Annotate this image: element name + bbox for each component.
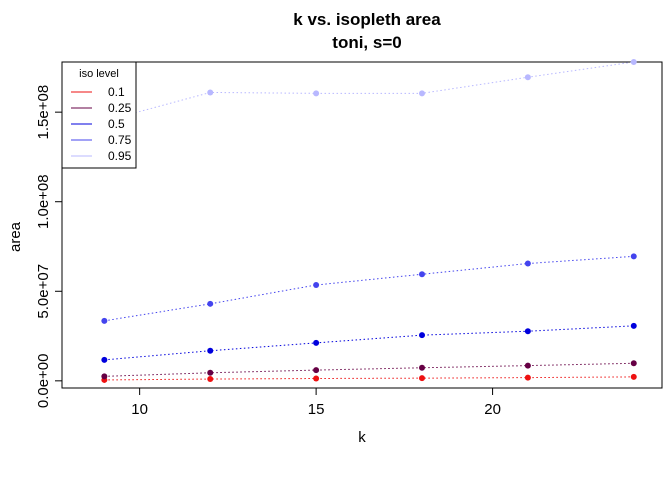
data-point bbox=[419, 271, 425, 278]
chart-title: k vs. isopleth area bbox=[293, 10, 441, 29]
y-tick-label: 1.5e+08 bbox=[35, 85, 52, 140]
data-point bbox=[419, 90, 425, 97]
series-0.75 bbox=[101, 253, 637, 324]
legend: iso level 0.1 0.25 0.5 0.75 0.95 bbox=[61, 61, 137, 169]
data-point bbox=[419, 364, 425, 371]
data-point bbox=[524, 74, 531, 81]
series-0.25 bbox=[101, 360, 637, 380]
data-point bbox=[630, 360, 637, 367]
data-point bbox=[630, 322, 637, 329]
legend-entry-label: 0.1 bbox=[108, 85, 125, 99]
series-0.5 bbox=[101, 322, 637, 363]
data-point bbox=[207, 376, 214, 383]
series-group bbox=[101, 59, 637, 383]
data-point bbox=[419, 332, 425, 339]
x-axis-label: k bbox=[358, 429, 366, 446]
legend-items: 0.1 0.25 0.5 0.75 0.95 bbox=[71, 85, 132, 163]
x-tick-label: 20 bbox=[484, 401, 501, 418]
y-axis-label: area bbox=[7, 221, 24, 252]
series-line bbox=[104, 61, 634, 122]
y-tick-label: 5.0e+07 bbox=[35, 264, 52, 319]
series-line bbox=[104, 376, 634, 381]
data-point bbox=[313, 339, 320, 346]
legend-entry-label: 0.5 bbox=[108, 117, 125, 131]
y-tick-label: 0.0e+00 bbox=[35, 354, 52, 409]
y-axis: 0.0e+00 5.0e+07 1.0e+08 1.5e+08 bbox=[35, 85, 62, 408]
series-0.95 bbox=[101, 59, 637, 125]
series-line bbox=[104, 255, 634, 322]
data-point bbox=[313, 90, 320, 97]
legend-title: iso level bbox=[79, 68, 119, 80]
data-point bbox=[101, 356, 108, 363]
data-point bbox=[207, 347, 214, 354]
legend-entry-label: 0.75 bbox=[108, 133, 132, 147]
data-point bbox=[101, 373, 108, 380]
x-axis: 10 15 20 bbox=[131, 388, 501, 418]
series-line bbox=[104, 362, 634, 377]
x-tick-label: 15 bbox=[308, 401, 325, 418]
data-point bbox=[419, 375, 425, 382]
data-point bbox=[524, 260, 531, 267]
legend-entry-label: 0.95 bbox=[108, 149, 132, 163]
data-point bbox=[524, 328, 531, 335]
data-point bbox=[630, 253, 637, 260]
data-point bbox=[630, 59, 637, 65]
y-tick-label: 1.0e+08 bbox=[35, 174, 52, 229]
data-point bbox=[207, 369, 214, 376]
series-0.1 bbox=[101, 373, 637, 383]
data-point bbox=[524, 374, 531, 381]
chart-subtitle: toni, s=0 bbox=[332, 33, 401, 52]
legend-box bbox=[61, 61, 137, 169]
data-point bbox=[630, 373, 637, 380]
data-point bbox=[101, 317, 108, 324]
data-point bbox=[313, 282, 320, 289]
plot-box bbox=[61, 61, 663, 389]
x-tick-label: 10 bbox=[131, 401, 148, 418]
data-point bbox=[207, 89, 214, 96]
data-point bbox=[313, 375, 320, 382]
data-point bbox=[207, 300, 214, 307]
data-point bbox=[524, 362, 531, 369]
data-point bbox=[313, 367, 320, 374]
legend-entry-label: 0.25 bbox=[108, 101, 132, 115]
series-line bbox=[104, 325, 634, 361]
